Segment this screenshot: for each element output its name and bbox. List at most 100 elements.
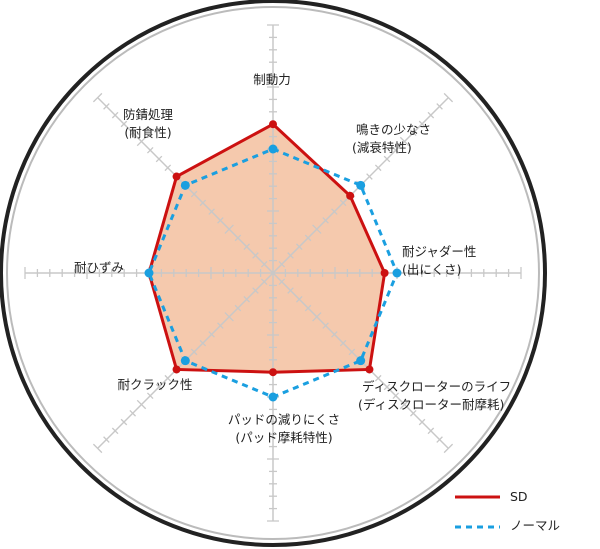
legend-label-normal: ノーマル xyxy=(510,518,561,533)
axis-tick xyxy=(331,331,338,338)
axis-tick xyxy=(129,410,136,417)
axis-tick xyxy=(146,392,154,400)
axis-tick xyxy=(443,443,454,454)
axis-tick xyxy=(92,92,103,103)
axis-tick xyxy=(399,136,410,147)
axis-tick xyxy=(199,199,207,207)
axis-tick xyxy=(392,146,400,154)
axis-tick xyxy=(436,103,443,110)
data-point-sd xyxy=(172,172,181,181)
axis-tick xyxy=(217,322,224,329)
axis-tick xyxy=(374,164,382,172)
data-point-normal xyxy=(356,356,366,366)
axis-tick xyxy=(217,217,224,224)
data-point-normal xyxy=(268,144,278,154)
data-point-sd xyxy=(380,269,389,277)
axis-tick xyxy=(120,418,128,426)
axis-label-pad-wear: パッドの減りにくさ (パッド摩耗特性) xyxy=(227,412,341,445)
axis-tick xyxy=(103,103,110,110)
axis-tick xyxy=(190,190,198,198)
axis-tick xyxy=(155,383,163,391)
axis-tick xyxy=(322,322,329,329)
axis-tick xyxy=(383,383,391,391)
axis-tick xyxy=(418,418,426,426)
data-point-sd xyxy=(346,191,355,200)
axis-tick xyxy=(190,348,198,356)
axis-tick xyxy=(348,348,356,356)
axis-label-braking: 制動力 xyxy=(253,72,291,87)
axis-tick xyxy=(374,374,382,382)
data-point-sd xyxy=(269,368,277,377)
axis-tick xyxy=(312,224,322,234)
axis-tick xyxy=(278,278,286,286)
data-point-sd xyxy=(365,365,374,374)
axis-label-rust: 防錆処理 (耐食性) xyxy=(122,107,174,140)
data-point-normal xyxy=(180,356,190,366)
axis-tick xyxy=(427,111,435,119)
axis-tick xyxy=(164,374,172,382)
axis-tick xyxy=(443,92,454,103)
axis-tick xyxy=(260,278,268,286)
sd-fill-area xyxy=(149,124,385,373)
axis-label-crack: 耐クラック性 xyxy=(117,377,193,392)
axis-label-distortion: 耐ひずみ xyxy=(74,260,125,275)
data-point-sd xyxy=(269,120,277,129)
axis-tick xyxy=(339,199,347,207)
axis-tick xyxy=(418,120,426,128)
axis-tick xyxy=(199,339,207,347)
axis-tick xyxy=(111,427,119,435)
data-point-normal xyxy=(392,268,402,278)
axis-tick xyxy=(224,224,234,234)
data-point-sd xyxy=(172,365,181,374)
axis-tick xyxy=(243,296,250,303)
axis-tick xyxy=(312,312,322,322)
axis-label-rotor-life: ディスクローターのライフ (ディスクローター耐摩耗) xyxy=(358,379,512,412)
axis-tick xyxy=(410,410,417,417)
axis-tick xyxy=(208,208,215,215)
axis-tick xyxy=(427,427,435,435)
axis-tick xyxy=(322,217,329,224)
axis-tick xyxy=(339,339,347,347)
axis-tick xyxy=(287,287,294,294)
axis-tick xyxy=(278,260,286,268)
inner-ring xyxy=(6,6,540,540)
axis-tick xyxy=(136,399,147,410)
data-point-normal xyxy=(144,268,154,278)
axis-tick xyxy=(234,234,242,242)
axis-tick xyxy=(366,173,373,180)
axis-tick xyxy=(304,304,312,312)
axis-tick xyxy=(243,243,250,250)
axis-tick xyxy=(224,312,234,322)
data-point-normal xyxy=(356,180,366,190)
axis-tick xyxy=(296,296,303,303)
axis-tick xyxy=(252,252,259,259)
axis-tick xyxy=(129,129,136,136)
axis-tick xyxy=(410,129,417,136)
axis-tick xyxy=(234,304,242,312)
axis-tick xyxy=(155,155,163,163)
axis-tick xyxy=(120,120,128,128)
axis-tick xyxy=(304,234,312,242)
axis-tick xyxy=(92,443,103,454)
axis-tick xyxy=(208,331,215,338)
axis-tick xyxy=(331,208,338,215)
axis-tick xyxy=(296,243,303,250)
data-point-normal xyxy=(180,180,190,190)
axis-tick xyxy=(146,146,154,154)
axis-tick xyxy=(287,252,294,259)
axis-label-noise: 鳴きの少なさ (減衰特性) xyxy=(352,122,432,155)
axis-tick xyxy=(383,155,391,163)
axis-label-judder: 耐ジャダー性 (出にくさ) xyxy=(402,244,477,277)
axis-tick xyxy=(164,164,172,172)
axis-tick xyxy=(260,260,268,268)
outer-ring xyxy=(0,0,547,547)
axis-tick xyxy=(252,287,259,294)
axis-tick xyxy=(136,136,147,147)
axis-tick xyxy=(436,436,443,443)
axis-tick xyxy=(111,111,119,119)
axis-tick xyxy=(399,399,410,410)
legend-label-sd: SD xyxy=(510,489,528,504)
axis-tick xyxy=(392,392,400,400)
